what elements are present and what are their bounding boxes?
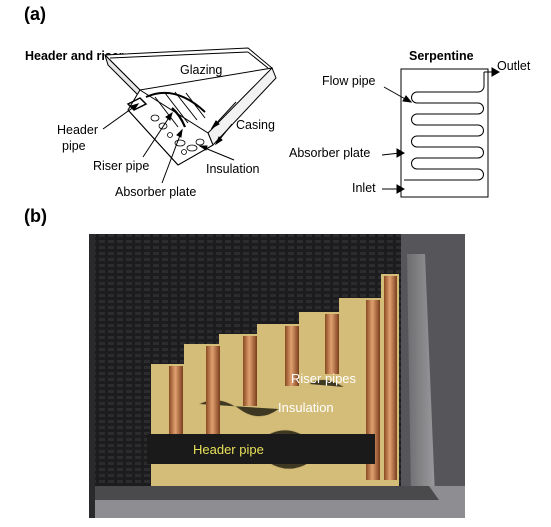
header-riser-title: Header and riser bbox=[25, 49, 124, 63]
casing-label: Casing bbox=[236, 118, 275, 132]
panel-b-label: (b) bbox=[24, 206, 47, 226]
riser-pipes-drawing bbox=[154, 91, 206, 128]
insulation-label: Insulation bbox=[206, 162, 260, 176]
header-riser-leaders bbox=[102, 101, 237, 184]
collector-photo: Riser pipes Insulation Header pipe bbox=[89, 234, 465, 518]
absorber-plate-label: Absorber plate bbox=[115, 185, 197, 199]
absorber-plate-edge bbox=[145, 91, 206, 113]
serpentine-absorber-frame bbox=[400, 68, 489, 198]
insulation-photo-label: Insulation bbox=[278, 400, 334, 415]
inlet-label: Inlet bbox=[352, 181, 376, 195]
serpentine-absorber-plate-label: Absorber plate bbox=[289, 146, 371, 160]
collector-photo-illustration bbox=[89, 234, 465, 518]
serpentine-flow-pipe bbox=[404, 72, 485, 181]
outlet-label: Outlet bbox=[497, 59, 531, 73]
riser-pipes-photo-label: Riser pipes bbox=[291, 371, 357, 386]
serpentine-leaders bbox=[381, 67, 501, 194]
panel-a-label: (a) bbox=[24, 4, 46, 24]
header-pipe-label-line1: Header bbox=[57, 123, 98, 137]
serpentine-drawing bbox=[400, 68, 489, 198]
header-riser-collector-drawing bbox=[103, 47, 277, 166]
header-pipe-photo-label: Header pipe bbox=[193, 442, 264, 457]
serpentine-title: Serpentine bbox=[409, 49, 474, 63]
casing-side bbox=[207, 67, 277, 146]
header-pipe-band bbox=[147, 434, 375, 464]
header-pipe-label-line2: pipe bbox=[62, 139, 86, 153]
glazing-label: Glazing bbox=[180, 63, 223, 77]
insulation-drawing bbox=[150, 114, 205, 155]
riser-pipe-label: Riser pipe bbox=[93, 159, 150, 173]
flow-pipe-label: Flow pipe bbox=[322, 74, 376, 88]
